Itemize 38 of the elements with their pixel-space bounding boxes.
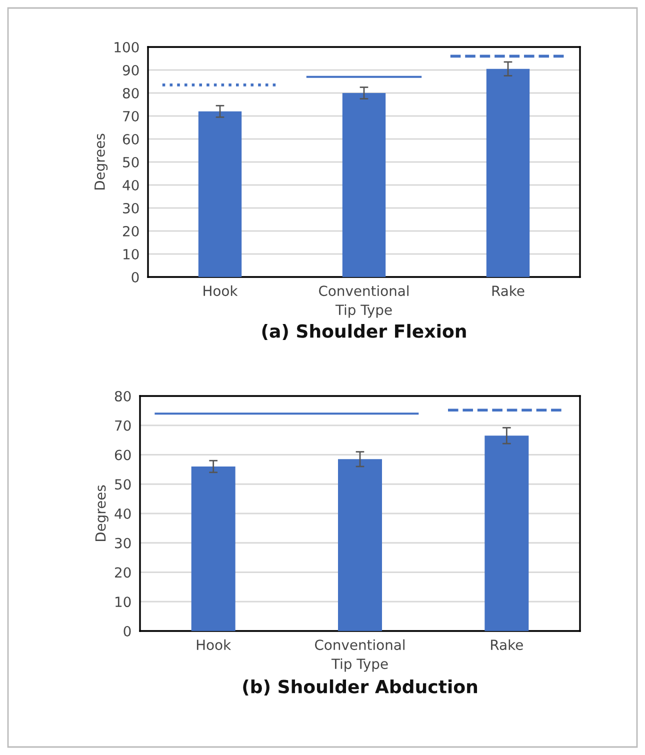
y-tick-label: 30 — [115, 538, 131, 548]
y-tick-label: 0 — [124, 626, 131, 636]
y-tick-label: 80 — [122, 88, 139, 98]
y-tick-label: 20 — [123, 226, 139, 236]
y-tick-label: 50 — [115, 479, 131, 490]
bar — [191, 466, 236, 631]
bar — [486, 68, 530, 277]
bar — [338, 459, 382, 631]
y-axis-title: Degrees — [95, 485, 108, 542]
y-axis-title: Degrees — [94, 134, 108, 190]
y-tick-label: 50 — [123, 156, 139, 168]
y-tick-label: 100 — [114, 42, 139, 52]
x-tick-label: Conventional — [315, 639, 404, 650]
y-tick-label: 30 — [123, 202, 139, 214]
y-tick-label: 90 — [122, 64, 139, 76]
y-tick-label: 70 — [123, 110, 139, 122]
y-tick-label: 10 — [116, 596, 131, 608]
x-tick-label: Conventional — [319, 285, 408, 296]
x-tick-label: Rake — [491, 639, 523, 650]
x-axis-title: Tip Type — [335, 304, 392, 318]
y-tick-label: 10 — [124, 248, 139, 260]
x-axis-title: Tip Type — [331, 658, 388, 672]
y-tick-label: 40 — [114, 508, 131, 519]
x-tick-label: Hook — [204, 285, 238, 296]
y-tick-label: 60 — [114, 450, 131, 460]
x-tick-label: Hook — [196, 639, 232, 650]
y-tick-label: 0 — [132, 272, 139, 282]
y-tick-label: 70 — [115, 420, 131, 431]
text: (b) Shoulder Abduction — [243, 679, 478, 696]
y-tick-label: 20 — [115, 567, 131, 578]
bar — [484, 436, 529, 631]
bar — [342, 93, 386, 277]
y-tick-label: 60 — [122, 134, 139, 144]
y-tick-label: 40 — [122, 180, 139, 190]
bar — [198, 111, 242, 277]
x-tick-label: Rake — [492, 285, 524, 296]
y-tick-label: 80 — [114, 390, 131, 402]
text: (a) Shoulder Flexion — [262, 324, 466, 340]
